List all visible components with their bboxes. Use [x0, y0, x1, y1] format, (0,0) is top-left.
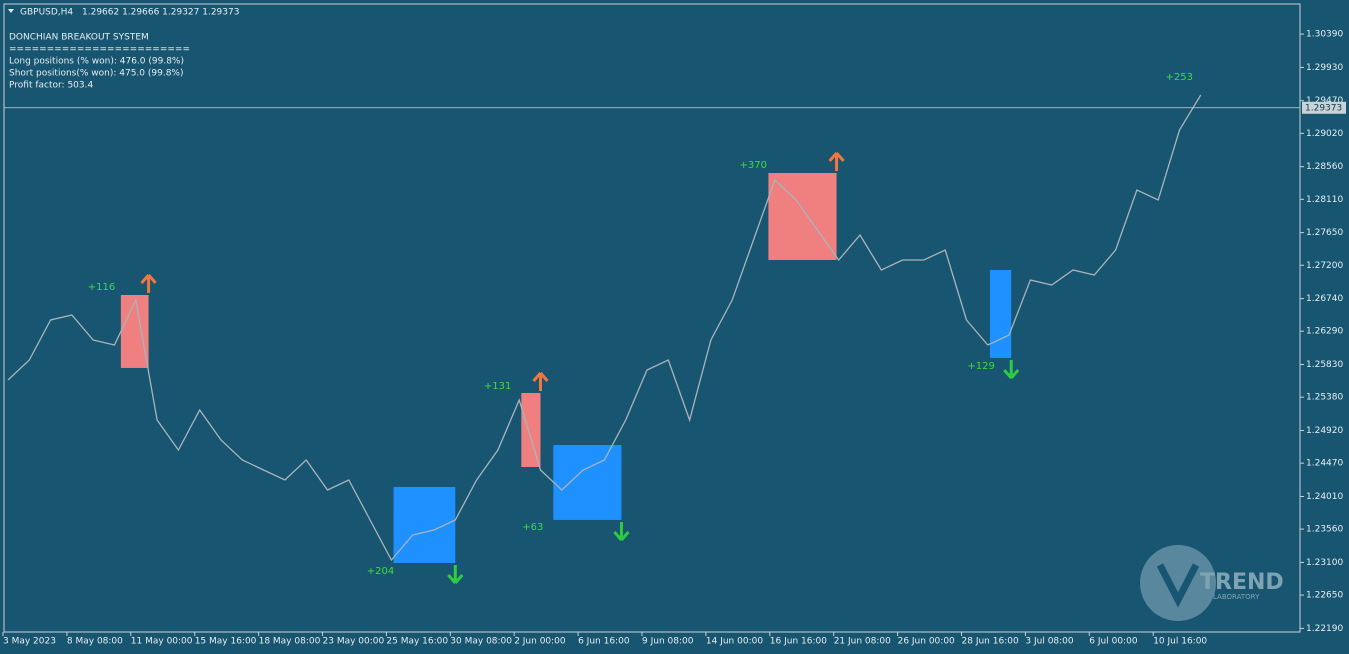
y-tick-label: 1.23560 [1306, 525, 1343, 535]
last-price-label: 1.29373 [1305, 103, 1342, 113]
y-tick-label: 1.25380 [1306, 393, 1343, 403]
profit-label: +131 [484, 381, 511, 392]
panel-line: Long positions (% won): 476.0 (99.8%) [9, 57, 184, 67]
profit-label: +63 [522, 522, 543, 533]
profit-label: +116 [88, 282, 115, 293]
y-tick-label: 1.25830 [1306, 360, 1343, 370]
logo-circle [1140, 545, 1216, 621]
x-tick-label: 25 May 16:00 [386, 637, 448, 647]
logo-text: TREND [1200, 570, 1284, 595]
profit-label: +370 [740, 160, 767, 171]
y-tick-label: 1.24010 [1306, 492, 1343, 502]
signal-arrow [447, 565, 464, 584]
signal-box [120, 294, 149, 368]
x-tick-label: 30 May 08:00 [450, 637, 512, 647]
y-tick-label: 1.26740 [1306, 294, 1343, 304]
signal-arrow [828, 152, 845, 172]
x-tick-label: 6 Jun 16:00 [578, 637, 630, 647]
x-tick-label: 11 May 00:00 [131, 637, 193, 647]
y-tick-label: 1.22650 [1306, 591, 1343, 601]
profit-label: +129 [967, 361, 994, 372]
signal-box [768, 173, 837, 260]
y-tick-label: 1.30390 [1306, 30, 1343, 40]
y-tick-label: 1.23100 [1306, 558, 1343, 568]
x-tick-label: 9 Jun 08:00 [642, 637, 694, 647]
price-line [7, 94, 1202, 562]
x-tick-label: 6 Jul 00:00 [1089, 637, 1138, 647]
signal-box [553, 445, 622, 520]
y-tick-label: 1.27200 [1306, 261, 1343, 271]
signal-arrow [1003, 359, 1020, 379]
panel-separator: ======================== [9, 45, 190, 55]
profit-label: +253 [1166, 72, 1193, 83]
x-tick-label: 10 Jul 16:00 [1153, 637, 1207, 647]
x-tick-label: 3 May 2023 [3, 637, 56, 647]
signal-box [989, 269, 1012, 358]
signal-arrow [613, 521, 630, 541]
x-tick-label: 3 Jul 08:00 [1025, 637, 1074, 647]
ohlc: 1.29662 1.29666 1.29327 1.29373 [82, 8, 239, 18]
x-tick-label: 8 May 08:00 [67, 637, 123, 647]
logo-mark [1156, 563, 1200, 608]
y-tick-label: 1.24920 [1306, 426, 1343, 436]
x-tick-label: 14 Jun 00:00 [706, 637, 763, 647]
plot-frame [3, 3, 1301, 633]
y-tick-label: 1.22190 [1306, 624, 1343, 634]
signal-arrow [140, 273, 157, 293]
signal-arrow [532, 371, 549, 391]
logo-sub: LABORATORY [1213, 593, 1260, 601]
x-tick-label: 16 Jun 16:00 [770, 637, 827, 647]
logo: TREND LABORATORY [1140, 545, 1284, 621]
panel-title: DONCHIAN BREAKOUT SYSTEM [9, 33, 149, 43]
x-tick-label: 28 Jun 16:00 [962, 637, 1019, 647]
x-tick-label: 2 Jun 00:00 [514, 637, 566, 647]
panel-line: Short positions(% won): 475.0 (99.8%) [9, 69, 184, 79]
y-tick-label: 1.26290 [1306, 327, 1343, 337]
symbol: GBPUSD,H4 [20, 8, 73, 18]
x-tick-label: 21 Jun 08:00 [834, 637, 891, 647]
y-tick-label: 1.24470 [1306, 459, 1343, 469]
x-tick-label: 23 May 00:00 [323, 637, 385, 647]
y-tick-label: 1.28560 [1306, 162, 1343, 172]
x-tick-label: 18 May 08:00 [259, 637, 321, 647]
y-tick-label: 1.29020 [1306, 129, 1343, 139]
x-tick-label: 26 Jun 00:00 [898, 637, 955, 647]
y-tick-label: 1.27650 [1306, 228, 1343, 238]
y-tick-label: 1.28110 [1306, 195, 1343, 205]
x-tick-label: 15 May 16:00 [195, 637, 257, 647]
menu-arrow[interactable] [8, 9, 14, 13]
y-tick-label: 1.29470 [1306, 96, 1343, 106]
last-price-tag [1302, 101, 1346, 114]
y-tick-label: 1.29930 [1306, 63, 1343, 73]
panel-line: Profit factor: 503.4 [9, 81, 93, 91]
signal-box [521, 392, 541, 467]
profit-label: +204 [367, 566, 394, 577]
